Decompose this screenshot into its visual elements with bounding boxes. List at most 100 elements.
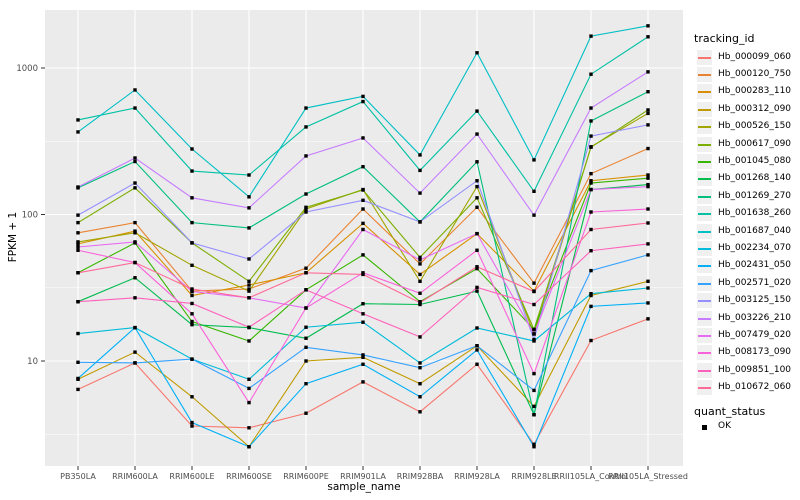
legend-key-swatch	[697, 345, 712, 361]
x-tick-label: RRII105LA_Stressed	[608, 472, 688, 481]
data-point	[247, 377, 251, 382]
legend-key-swatch	[697, 84, 712, 100]
x-tick-label: PB350LA	[60, 472, 96, 481]
data-point	[304, 345, 308, 350]
data-point	[646, 146, 650, 151]
data-point	[361, 221, 365, 226]
legend-line-icon	[698, 230, 711, 233]
data-point	[76, 245, 80, 249]
data-point	[475, 184, 479, 189]
data-point	[361, 164, 365, 169]
data-point	[76, 271, 80, 275]
data-point	[133, 296, 137, 300]
data-point	[646, 90, 650, 94]
data-point	[304, 125, 308, 129]
data-point	[247, 426, 251, 430]
data-point	[589, 134, 593, 138]
data-point	[190, 301, 194, 306]
data-point	[589, 187, 593, 192]
x-tick-label: RRIM600SE	[226, 472, 272, 481]
data-point	[646, 70, 650, 74]
legend-line-icon	[698, 213, 711, 216]
data-point	[133, 231, 137, 235]
data-point	[190, 263, 194, 268]
data-point	[475, 344, 479, 348]
data-point	[304, 325, 308, 329]
legend-line-icon	[698, 91, 711, 94]
legend-entry-label: Hb_001269_270	[718, 190, 792, 201]
data-point	[589, 291, 593, 296]
data-point	[247, 289, 251, 293]
data-point	[475, 160, 479, 164]
legend-entry-label: Hb_002234_070	[718, 242, 792, 253]
legend-entry-label: Hb_000099_060	[718, 51, 792, 62]
data-point	[418, 255, 422, 260]
data-point	[589, 293, 593, 298]
x-tick-label: RRIM928LA	[454, 472, 500, 481]
data-point	[418, 191, 422, 195]
data-point	[133, 325, 137, 330]
legend-entry-label: Hb_000120_750	[718, 68, 792, 79]
data-point	[361, 362, 365, 366]
legend-key-swatch	[697, 293, 712, 309]
data-point	[532, 289, 536, 294]
data-point	[475, 231, 479, 236]
data-point	[304, 192, 308, 196]
data-point	[133, 106, 137, 110]
legend-title-quant-status: quant_status	[694, 405, 766, 418]
data-point	[532, 327, 536, 332]
data-point	[646, 317, 650, 321]
data-point	[76, 240, 80, 244]
data-point	[247, 386, 251, 391]
legend-entry-label: Hb_000526_150	[718, 121, 792, 132]
legend-line-icon	[698, 352, 711, 355]
legend-line-icon	[698, 247, 711, 250]
data-point	[361, 380, 365, 384]
data-point	[589, 145, 593, 149]
data-point	[304, 106, 308, 110]
legend-key-swatch	[697, 49, 712, 65]
data-point	[76, 213, 80, 217]
data-point	[646, 24, 650, 28]
legend-entry-label: Hb_001268_140	[718, 173, 792, 184]
data-point	[418, 262, 422, 266]
data-point	[475, 205, 479, 209]
data-point	[418, 279, 422, 283]
data-point	[76, 220, 80, 225]
data-point	[532, 371, 536, 376]
legend-line-icon	[698, 334, 711, 337]
data-point	[247, 283, 251, 287]
legend-entry-label: Hb_001687_040	[718, 225, 792, 236]
data-point	[361, 227, 365, 232]
data-point	[190, 319, 194, 324]
legend-line-icon	[698, 108, 711, 111]
data-point	[475, 289, 479, 293]
data-point	[418, 220, 422, 224]
data-point	[532, 281, 536, 285]
data-point	[190, 424, 194, 428]
data-point	[646, 279, 650, 283]
data-point	[190, 293, 194, 298]
data-point	[646, 173, 650, 177]
x-tick-label: RRIM600LA	[112, 472, 158, 481]
legend-line-icon	[698, 56, 711, 59]
legend-entry-label: Hb_007479_020	[718, 329, 792, 340]
legend-key-swatch	[697, 258, 712, 274]
data-point	[190, 220, 194, 225]
legend-line-icon	[698, 195, 711, 198]
data-point	[475, 285, 479, 290]
data-point	[532, 404, 536, 409]
legend-key-swatch	[697, 223, 712, 239]
data-point	[247, 173, 251, 177]
data-point	[418, 272, 422, 277]
data-point	[418, 258, 422, 262]
data-point	[190, 147, 194, 151]
legend-key-swatch	[697, 310, 712, 326]
data-point	[532, 442, 536, 447]
data-point	[247, 296, 251, 300]
data-point	[589, 72, 593, 76]
data-point	[418, 302, 422, 307]
data-point	[589, 268, 593, 273]
